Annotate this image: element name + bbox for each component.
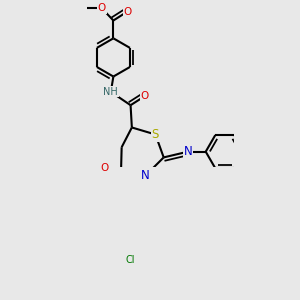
Text: O: O <box>123 7 131 16</box>
Text: O: O <box>100 163 109 173</box>
Text: N: N <box>141 169 150 182</box>
Text: N: N <box>184 145 192 158</box>
Text: Cl: Cl <box>126 255 135 265</box>
Text: O: O <box>140 91 149 101</box>
Text: NH: NH <box>103 87 118 97</box>
Text: O: O <box>98 3 106 14</box>
Text: S: S <box>152 128 159 141</box>
